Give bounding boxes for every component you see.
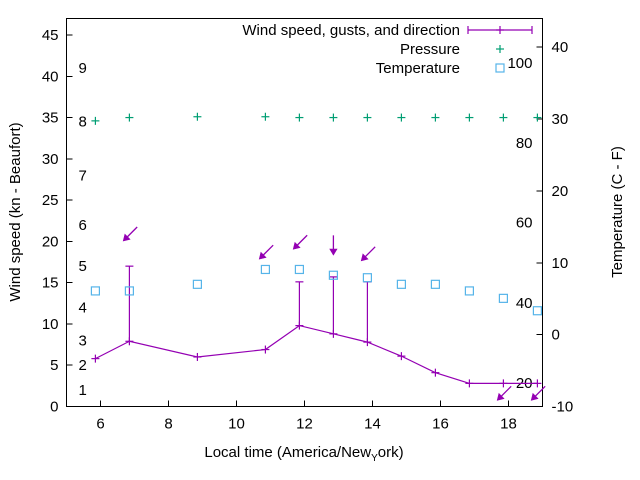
x-axis-title-subscript: Y [371, 453, 378, 464]
temperature-marker [328, 270, 338, 280]
y-tick-label: 35 [42, 110, 59, 127]
wind-direction-arrow [530, 385, 546, 401]
x-tick-label: 14 [364, 416, 381, 433]
temperature-marker [464, 286, 474, 296]
beaufort-label: 9 [79, 60, 87, 77]
temperature-marker [260, 264, 270, 275]
legend-label: Temperature [376, 60, 460, 77]
y-tick-label: 40 [42, 68, 59, 85]
series-pressure [91, 112, 542, 125]
wind-direction-arrow [292, 234, 308, 250]
x-axis-title-post: ork) [378, 444, 404, 461]
x-axis-title: Local time (America/NewYork) [204, 444, 403, 464]
series-wind-speed [91, 265, 542, 388]
arrow-head [292, 241, 301, 250]
plot-frame [66, 18, 543, 407]
y-tick-label: 45 [42, 27, 59, 44]
arrow-head [122, 233, 131, 242]
beaufort-label: 1 [79, 382, 87, 399]
arrow-shaft [364, 246, 376, 258]
x-tick-label: 16 [432, 416, 449, 433]
left-axis: 0 5 10 15 20 25 30 35 40 45 [42, 27, 73, 416]
x-axis-title-pre: Local time (America/New [204, 444, 371, 461]
y-tick-label: 15 [42, 275, 59, 292]
arrow-shaft [500, 385, 512, 397]
temperature-marker [396, 279, 406, 289]
y2-tick-label: 10 [552, 255, 569, 272]
temperature-marker [362, 273, 372, 283]
temperature-marker [90, 286, 101, 296]
beaufort-label: 3 [79, 332, 87, 349]
arrow-shaft [126, 226, 138, 238]
wind-direction-arrow [329, 235, 338, 256]
x-tick-label: 8 [164, 416, 172, 433]
y2-tick-label: 20 [552, 183, 569, 200]
legend-symbol-square [495, 63, 505, 73]
fahrenheit-label: 60 [516, 215, 533, 232]
arrow-head [329, 248, 338, 256]
bottom-axis: 6 8 10 12 14 16 18 [96, 400, 517, 433]
y-axis-title: Wind speed (kn - Beaufort) [7, 122, 24, 301]
y2-tick-label: 0 [552, 327, 560, 344]
y2-tick-label: 30 [552, 111, 569, 128]
temperature-marker [124, 286, 135, 296]
y-tick-label: 5 [50, 357, 58, 374]
wind-direction-arrow [496, 385, 512, 401]
beaufort-label: 2 [79, 357, 87, 374]
y-tick-label: 30 [42, 151, 59, 168]
y2-axis-title: Temperature (C - F) [609, 146, 626, 278]
x-tick-label: 6 [96, 416, 104, 433]
beaufort-label: 5 [79, 258, 87, 275]
beaufort-label: 7 [79, 167, 87, 184]
y-tick-label: 10 [42, 316, 59, 333]
y-tick-label: 20 [42, 233, 59, 250]
x-tick-label: 10 [228, 416, 245, 433]
wind-speed-line [95, 324, 538, 384]
temperature-marker [192, 279, 202, 289]
wind-direction-arrow [122, 226, 138, 242]
temperature-marker [294, 264, 304, 275]
wind-direction-arrows [122, 226, 546, 401]
beaufort-scale-labels: 1 2 3 4 5 6 7 8 9 [79, 60, 87, 399]
temperature-marker [430, 279, 440, 289]
arrow-head [530, 392, 539, 401]
beaufort-label: 4 [79, 299, 87, 316]
fahrenheit-label: 100 [507, 55, 532, 72]
y2-tick-label: -10 [552, 399, 574, 416]
temperature-marker [498, 293, 508, 303]
wind-direction-arrow [360, 246, 376, 262]
arrow-head [360, 253, 369, 262]
arrow-shaft [534, 385, 546, 397]
y-tick-label: 0 [50, 399, 58, 416]
beaufort-label: 6 [79, 217, 87, 234]
beaufort-label: 8 [79, 114, 87, 131]
temperature-marker [532, 306, 543, 316]
arrow-shaft [296, 234, 308, 246]
y2-tick-label: 40 [552, 39, 569, 56]
right-axis: -10 0 10 20 30 40 [536, 39, 574, 416]
fahrenheit-label: 80 [516, 135, 533, 152]
arrow-head [258, 251, 267, 260]
wind-direction-arrow [258, 244, 274, 260]
arrow-shaft [262, 244, 274, 256]
y-tick-label: 25 [42, 192, 59, 209]
chart-legend: Wind speed, gusts, and direction Pressure… [242, 22, 533, 77]
legend-label: Wind speed, gusts, and direction [242, 22, 460, 39]
fahrenheit-label: 40 [516, 295, 533, 312]
legend-label: Pressure [400, 41, 460, 58]
arrow-head [496, 392, 505, 401]
x-tick-label: 18 [500, 416, 517, 433]
x-tick-label: 12 [296, 416, 313, 433]
series-temperature [90, 264, 543, 316]
